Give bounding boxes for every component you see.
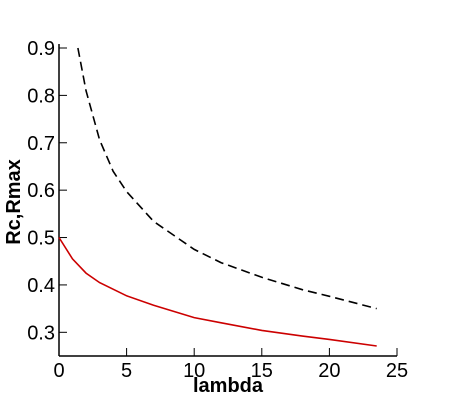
x-tick-label: 0 — [53, 360, 64, 382]
y-tick-label: 0.4 — [27, 275, 55, 297]
x-tick-label: 5 — [121, 360, 132, 382]
x-tick-label: 10 — [183, 360, 205, 382]
y-tick-label: 0.3 — [27, 322, 55, 344]
x-tick-label: 20 — [318, 360, 340, 382]
series-line — [58, 237, 377, 347]
x-axis-title: lambda — [193, 375, 264, 397]
y-tick-label: 0.5 — [27, 228, 55, 250]
y-tick-label: 0.9 — [27, 38, 55, 60]
y-tick-label: 0.6 — [27, 180, 55, 202]
y-axis-title: Rc,Rmax — [3, 159, 25, 245]
y-tick-label: 0.8 — [27, 85, 55, 107]
series-line — [77, 47, 377, 310]
x-tick-label: 15 — [251, 360, 273, 382]
x-tick-label: 25 — [386, 360, 408, 382]
y-tick-label: 0.7 — [27, 133, 55, 155]
